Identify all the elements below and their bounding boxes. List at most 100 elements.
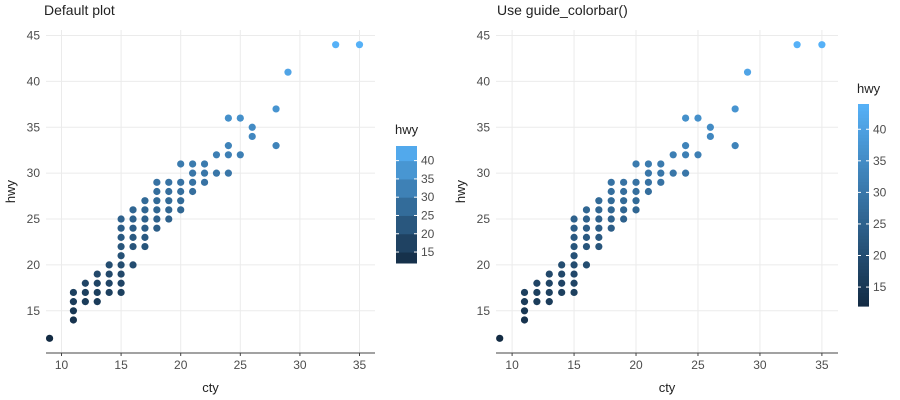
colorbar-segment [858,218,869,223]
data-point [177,206,185,214]
data-point [129,233,137,241]
colorbar-segment [858,221,869,226]
data-point [632,178,640,186]
data-point [129,242,137,251]
data-point [632,206,640,214]
data-point [141,197,149,205]
data-point [177,160,185,168]
legend-label: 40 [421,154,435,168]
colorbar-segment [858,157,869,162]
data-point [69,307,78,315]
colorbar-segment [858,255,869,260]
data-point [681,142,690,150]
data-point [189,169,197,177]
data-point [129,224,137,232]
data-point [731,105,739,113]
data-point [129,206,137,214]
data-point [520,307,529,315]
data-point [236,151,244,159]
data-point [595,197,603,205]
data-point [632,187,640,196]
x-tick-label: 35 [353,358,367,372]
data-point [657,169,665,177]
data-point [545,288,553,297]
data-point [582,233,591,241]
legend-title: hwy [395,122,419,137]
data-point [141,233,149,241]
data-point [248,123,256,131]
colorbar-segment [858,137,869,142]
data-point [212,169,221,177]
colorbar-segment [858,205,869,209]
data-point [117,215,125,223]
y-tick-label: 35 [477,120,491,134]
y-tick-label: 30 [477,166,491,180]
legend-label: 30 [421,190,435,204]
data-point [570,242,578,251]
data-point [520,288,529,297]
data-point [681,151,690,159]
data-point [177,178,185,186]
data-points [496,41,826,342]
data-point [153,224,161,232]
data-point [129,261,137,269]
colorbar-segment [858,225,869,230]
data-point [105,270,113,278]
colorbar-segment [858,215,869,220]
data-point [93,298,101,306]
data-point [669,169,677,177]
data-point [620,215,628,223]
y-tick-label: 40 [27,74,41,88]
colorbar-segment [858,151,869,156]
legend: hwy 15 20 25 30 35 40 [857,81,887,307]
colorbar-segment [858,174,869,179]
data-point [165,206,173,214]
x-tick-label: 30 [753,358,767,372]
x-tick-label: 25 [234,358,248,372]
data-point [570,233,578,241]
colorbar-segment [858,130,869,135]
colorbar-segment [858,154,869,159]
colorbar-segment [858,144,869,149]
data-point [81,288,89,297]
x-tick-label: 30 [293,358,307,372]
data-point [644,178,653,186]
legend-bin [396,215,417,235]
data-point [153,206,161,214]
colorbar-segment [858,242,869,246]
colorbar-segment [858,120,869,125]
data-point [545,298,553,306]
data-point [632,160,640,168]
data-point [81,279,89,287]
data-point [657,160,665,168]
data-point [570,261,578,269]
legend-label: 40 [873,122,887,136]
data-point [117,224,125,232]
colorbar-segment [858,104,869,108]
legend-bin [396,233,417,253]
y-tick-label: 25 [477,212,491,226]
data-point [607,206,615,214]
data-point [200,178,209,186]
data-point [595,242,603,251]
colorbar-segment [858,167,869,172]
colorbar-segment [858,194,869,199]
x-axis-title: cty [659,380,676,395]
data-point [607,178,615,186]
data-point [224,151,232,159]
data-point [570,279,578,287]
data-point [570,224,578,232]
data-point [141,215,149,223]
colorbar-segment [858,211,869,216]
data-point [582,206,591,214]
x-tick-label: 15 [567,358,581,372]
data-point [582,261,591,269]
data-point [694,151,702,159]
data-point [141,242,149,251]
y-axis-title: hwy [453,179,468,203]
colorbar-segment [858,285,869,290]
colorbar-segment [858,235,869,240]
data-point [93,288,101,297]
colorbar-segment [858,282,869,287]
colorbar-segment [858,262,869,267]
